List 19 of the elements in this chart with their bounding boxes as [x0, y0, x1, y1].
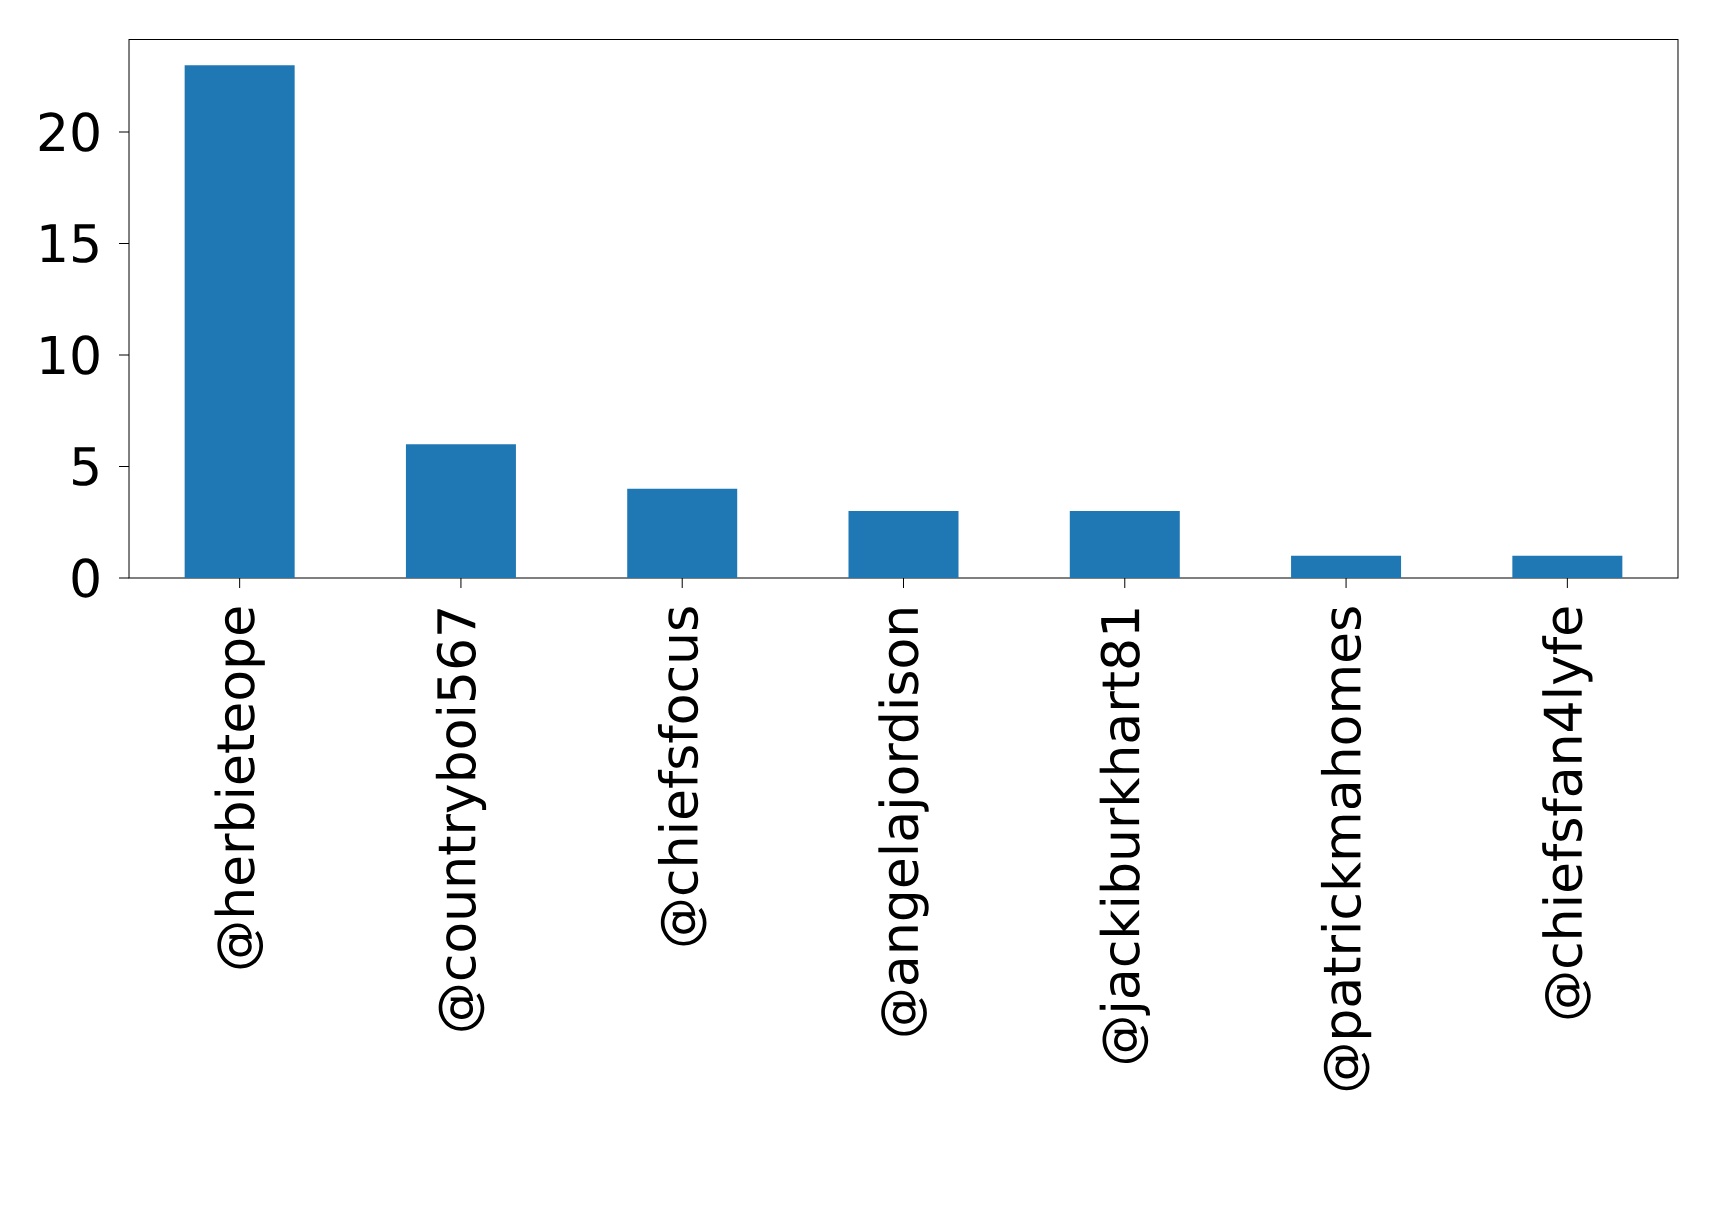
y-tick-label: 20	[39, 112, 99, 152]
bar	[1069, 511, 1180, 578]
bar	[184, 65, 295, 578]
bar	[1291, 555, 1402, 578]
x-tick-label: @chiefsfan4lyfe	[1542, 607, 1593, 1019]
bar	[627, 488, 738, 578]
bar	[1512, 555, 1623, 578]
y-tick-label: 5	[73, 447, 98, 486]
x-tick-label: @countryboi567	[435, 609, 487, 1031]
x-tick-label: @jackiburkhart81	[1099, 609, 1150, 1064]
bar	[848, 511, 959, 578]
x-tick-label: @angelajordison	[878, 609, 929, 1036]
y-tick-label: 15	[41, 224, 98, 263]
bar	[405, 444, 516, 578]
x-tick-label: @chiefsfocus	[657, 607, 707, 946]
x-tick-label: @patrickmahomes	[1320, 607, 1372, 1091]
y-tick-label: 10	[41, 335, 99, 375]
y-tick-label: 0	[72, 558, 99, 598]
x-tick-label: @herbieteope	[214, 607, 265, 969]
